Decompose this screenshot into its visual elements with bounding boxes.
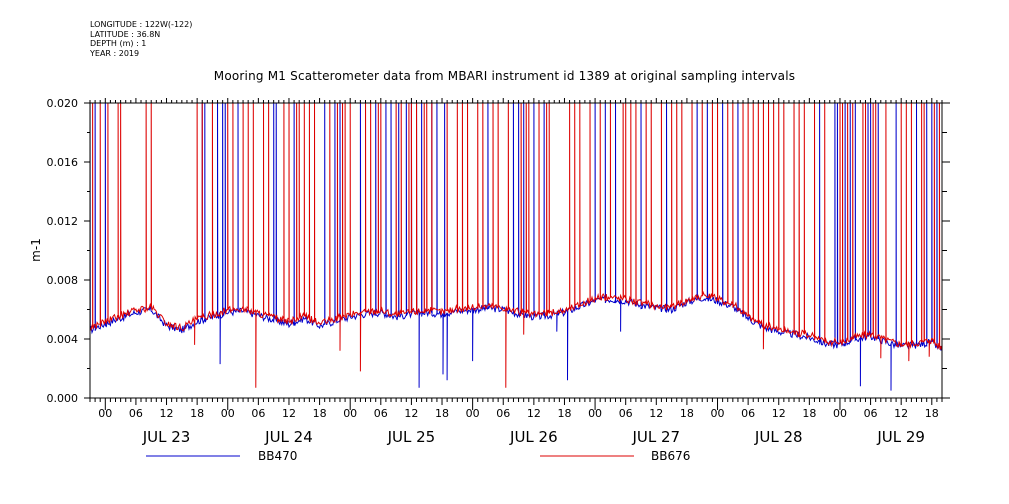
x-tick-label: 12 [160,407,174,420]
x-tick-label: 18 [802,407,816,420]
y-tick-label: 0.012 [47,215,79,228]
year-text: YEAR : 2019 [90,48,140,58]
x-tick-label: 00 [711,407,725,420]
x-tick-label: 12 [404,407,418,420]
x-tick-label: 06 [496,407,510,420]
plot-frame [89,102,943,399]
series-lines [90,103,942,391]
day-label: JUL 25 [387,428,436,446]
day-label: JUL 23 [142,428,191,446]
day-label: JUL 27 [631,428,680,446]
x-tick-label: 00 [588,407,602,420]
y-tick-label: 0.008 [47,274,79,287]
x-tick-label: 06 [129,407,143,420]
x-tick-label: 18 [190,407,204,420]
x-tick-label: 18 [680,407,694,420]
y-tick-label: 0.004 [47,333,79,346]
x-tick-label: 12 [527,407,541,420]
tick-labels: 0.000 0.004 0.008 0.012 0.016 0.020 00 06 12 18 00… [47,97,939,446]
series-line-bb676 [90,103,942,388]
x-tick-label: 00 [98,407,112,420]
x-tick-label: 12 [894,407,908,420]
y-tick-label: 0.020 [47,97,79,110]
metadata-block: LONGITUDE : 122W(-122) LATITUDE : 36.8N … [90,20,192,58]
x-tick-label: 00 [466,407,480,420]
x-tick-label: 00 [343,407,357,420]
day-label: JUL 24 [264,428,313,446]
x-tick-label: 18 [435,407,449,420]
x-tick-label: 00 [833,407,847,420]
x-tick-label: 06 [741,407,755,420]
legend: BB470 BB676 [146,449,690,463]
y-tick-label: 0.016 [47,156,79,169]
x-tick-label: 06 [619,407,633,420]
longitude-text: LONGITUDE : 122W(-122) [90,20,193,29]
x-tick-label: 00 [221,407,235,420]
x-tick-label: 06 [251,407,265,420]
x-tick-label: 06 [864,407,878,420]
legend-label-bb470: BB470 [258,449,297,463]
x-tick-label: 12 [649,407,663,420]
legend-label-bb676: BB676 [651,449,690,463]
day-label: JUL 29 [876,428,925,446]
day-label: JUL 26 [509,428,558,446]
latitude-text: LATITUDE : 36.8N [90,29,161,39]
x-tick-label: 06 [374,407,388,420]
chart-title: Mooring M1 Scatterometer data from MBARI… [213,69,796,83]
y-axis-label: m-1 [29,238,43,262]
x-tick-label: 12 [772,407,786,420]
x-tick-label: 12 [282,407,296,420]
x-tick-label: 18 [313,407,327,420]
y-tick-label: 0.000 [47,392,79,405]
depth-text: DEPTH (m) : 1 [90,39,147,48]
x-tick-label: 18 [557,407,571,420]
day-label: JUL 28 [754,428,803,446]
x-tick-label: 18 [925,407,939,420]
